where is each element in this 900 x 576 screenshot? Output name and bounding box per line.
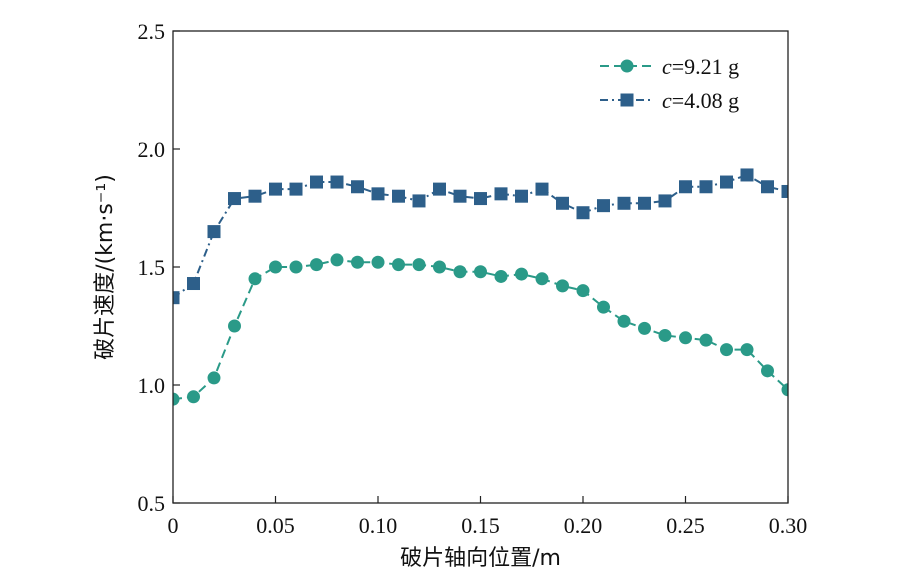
y-axis-title: 破片速度/(km·s⁻¹) (93, 174, 118, 360)
legend-marker (620, 93, 634, 107)
legend-entry: c=4.08 g (600, 88, 739, 113)
data-point (173, 392, 180, 406)
y-tick-label: 0.5 (138, 491, 166, 516)
data-point (433, 182, 446, 196)
data-point (597, 300, 610, 314)
data-point (173, 291, 180, 305)
data-point (269, 182, 282, 196)
data-point (433, 260, 446, 274)
data-point (494, 187, 508, 201)
x-tick-label: 0.20 (564, 513, 603, 538)
data-point (740, 343, 754, 357)
data-point (597, 199, 610, 213)
data-point (638, 196, 651, 210)
data-point (679, 180, 692, 194)
data-point (617, 196, 631, 210)
x-tick-label: 0.30 (769, 513, 808, 538)
x-tick-label: 0.10 (359, 513, 398, 538)
legend-marker (620, 59, 634, 73)
data-point (412, 194, 426, 208)
data-point (474, 192, 487, 206)
series-1 (173, 253, 788, 406)
data-point (392, 258, 405, 272)
data-point (330, 175, 344, 189)
data-point (556, 196, 569, 210)
x-tick-label: 0 (168, 513, 179, 538)
y-tick-label: 2.5 (138, 19, 166, 44)
series-2 (173, 168, 788, 305)
data-point (576, 284, 590, 298)
data-point (679, 331, 692, 345)
data-point (494, 269, 508, 283)
data-point (781, 184, 788, 198)
data-point (761, 364, 774, 378)
data-point (248, 272, 262, 286)
y-tick-label: 1.0 (138, 373, 166, 398)
axis-layer: 0 0.05 0.10 0.15 0.20 0.25 0.30 0.5 1.0 1.5 2.0 2.5 (138, 19, 808, 538)
data-point (228, 319, 241, 333)
data-point (453, 265, 467, 279)
data-point (392, 189, 405, 203)
data-point (617, 314, 631, 328)
data-point (740, 168, 754, 182)
data-point (228, 192, 241, 206)
data-point (412, 258, 426, 272)
legend-entry: c=9.21 g (600, 54, 739, 79)
data-point (761, 180, 774, 194)
data-point (310, 175, 323, 189)
x-tick-label: 0.05 (256, 513, 295, 538)
data-point (289, 260, 303, 274)
data-point (351, 255, 364, 269)
data-point (207, 371, 221, 385)
data-point (310, 258, 323, 272)
data-point (371, 187, 385, 201)
x-tick-label: 0.15 (461, 513, 500, 538)
data-point (351, 180, 364, 194)
legend-label: c=4.08 g (662, 88, 739, 113)
data-point (638, 321, 651, 335)
data-point (699, 180, 713, 194)
data-point (330, 253, 344, 267)
data-point (720, 343, 733, 357)
data-point (269, 260, 282, 274)
data-point (658, 328, 672, 342)
y-tick-label: 2.0 (138, 137, 166, 162)
data-point (474, 265, 487, 279)
data-point (658, 194, 672, 208)
legend-label: c=9.21 g (662, 54, 739, 79)
data-point (515, 189, 528, 203)
data-point (781, 383, 788, 397)
data-point (535, 272, 549, 286)
data-point (371, 255, 385, 269)
data-point (556, 279, 569, 293)
x-axis-title: 破片轴向位置/m (400, 546, 561, 571)
data-point (535, 182, 549, 196)
y-tick-label: 1.5 (138, 255, 166, 280)
data-point (699, 333, 713, 347)
legend: c=9.21 g c=4.08 g (600, 54, 739, 113)
data-point (187, 390, 200, 404)
data-point (453, 189, 467, 203)
data-point (248, 189, 262, 203)
data-point (207, 225, 221, 239)
data-point (187, 277, 200, 291)
data-point (289, 182, 303, 196)
series-layer (173, 168, 788, 406)
x-tick-label: 0.25 (666, 513, 705, 538)
data-point (515, 267, 528, 281)
data-point (576, 206, 590, 220)
data-point (720, 175, 733, 189)
